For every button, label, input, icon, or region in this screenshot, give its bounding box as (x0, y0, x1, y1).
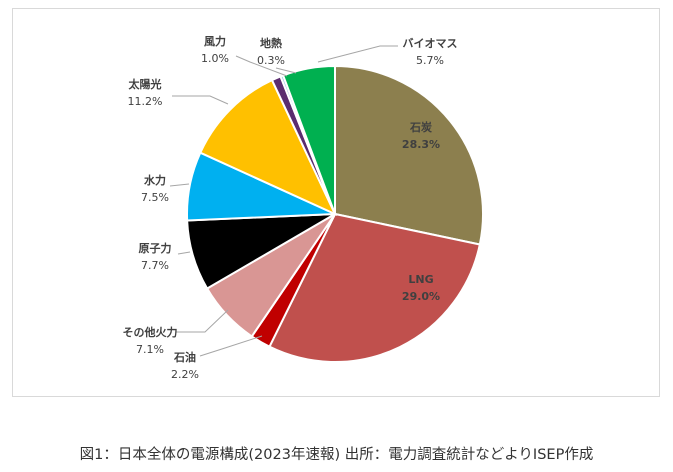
label-coal: 石炭 28.3% (401, 121, 441, 151)
leader-line-geothermal (275, 67, 297, 74)
leader-line-other-thermal (176, 309, 229, 333)
label-lng: LNG 29.0% (401, 273, 441, 303)
pie-slice-1 (268, 212, 482, 363)
pie-slice-9 (281, 64, 336, 215)
label-oil: 石油 2.2% (171, 351, 199, 381)
leader-line-hydro (169, 183, 190, 187)
leader-line-biomass (317, 45, 398, 63)
figure-caption: 図1：日本全体の電源構成(2023年速報) 出所：電力調査統計などよりISEP作… (79, 447, 594, 463)
leader-line-nuclear (177, 251, 191, 255)
leader-lines (169, 45, 398, 357)
label-nuclear: 原子力 7.7% (138, 242, 172, 272)
label-solar: 太陽光 11.2% (127, 78, 163, 108)
label-biomass: バイオマス 5.7% (402, 37, 458, 67)
pie-slice-0 (334, 64, 484, 246)
leader-line-solar (172, 95, 229, 105)
label-geothermal: 地熱 0.3% (257, 37, 285, 67)
leader-line-oil (199, 335, 263, 357)
pie-slice-6 (198, 78, 338, 217)
label-wind: 風力 1.0% (201, 35, 229, 65)
chart-frame (12, 8, 660, 397)
label-hydro: 水力 7.5% (141, 174, 169, 204)
label-other-thermal: その他火力 7.1% (122, 326, 178, 356)
leader-line-wind (235, 55, 288, 77)
